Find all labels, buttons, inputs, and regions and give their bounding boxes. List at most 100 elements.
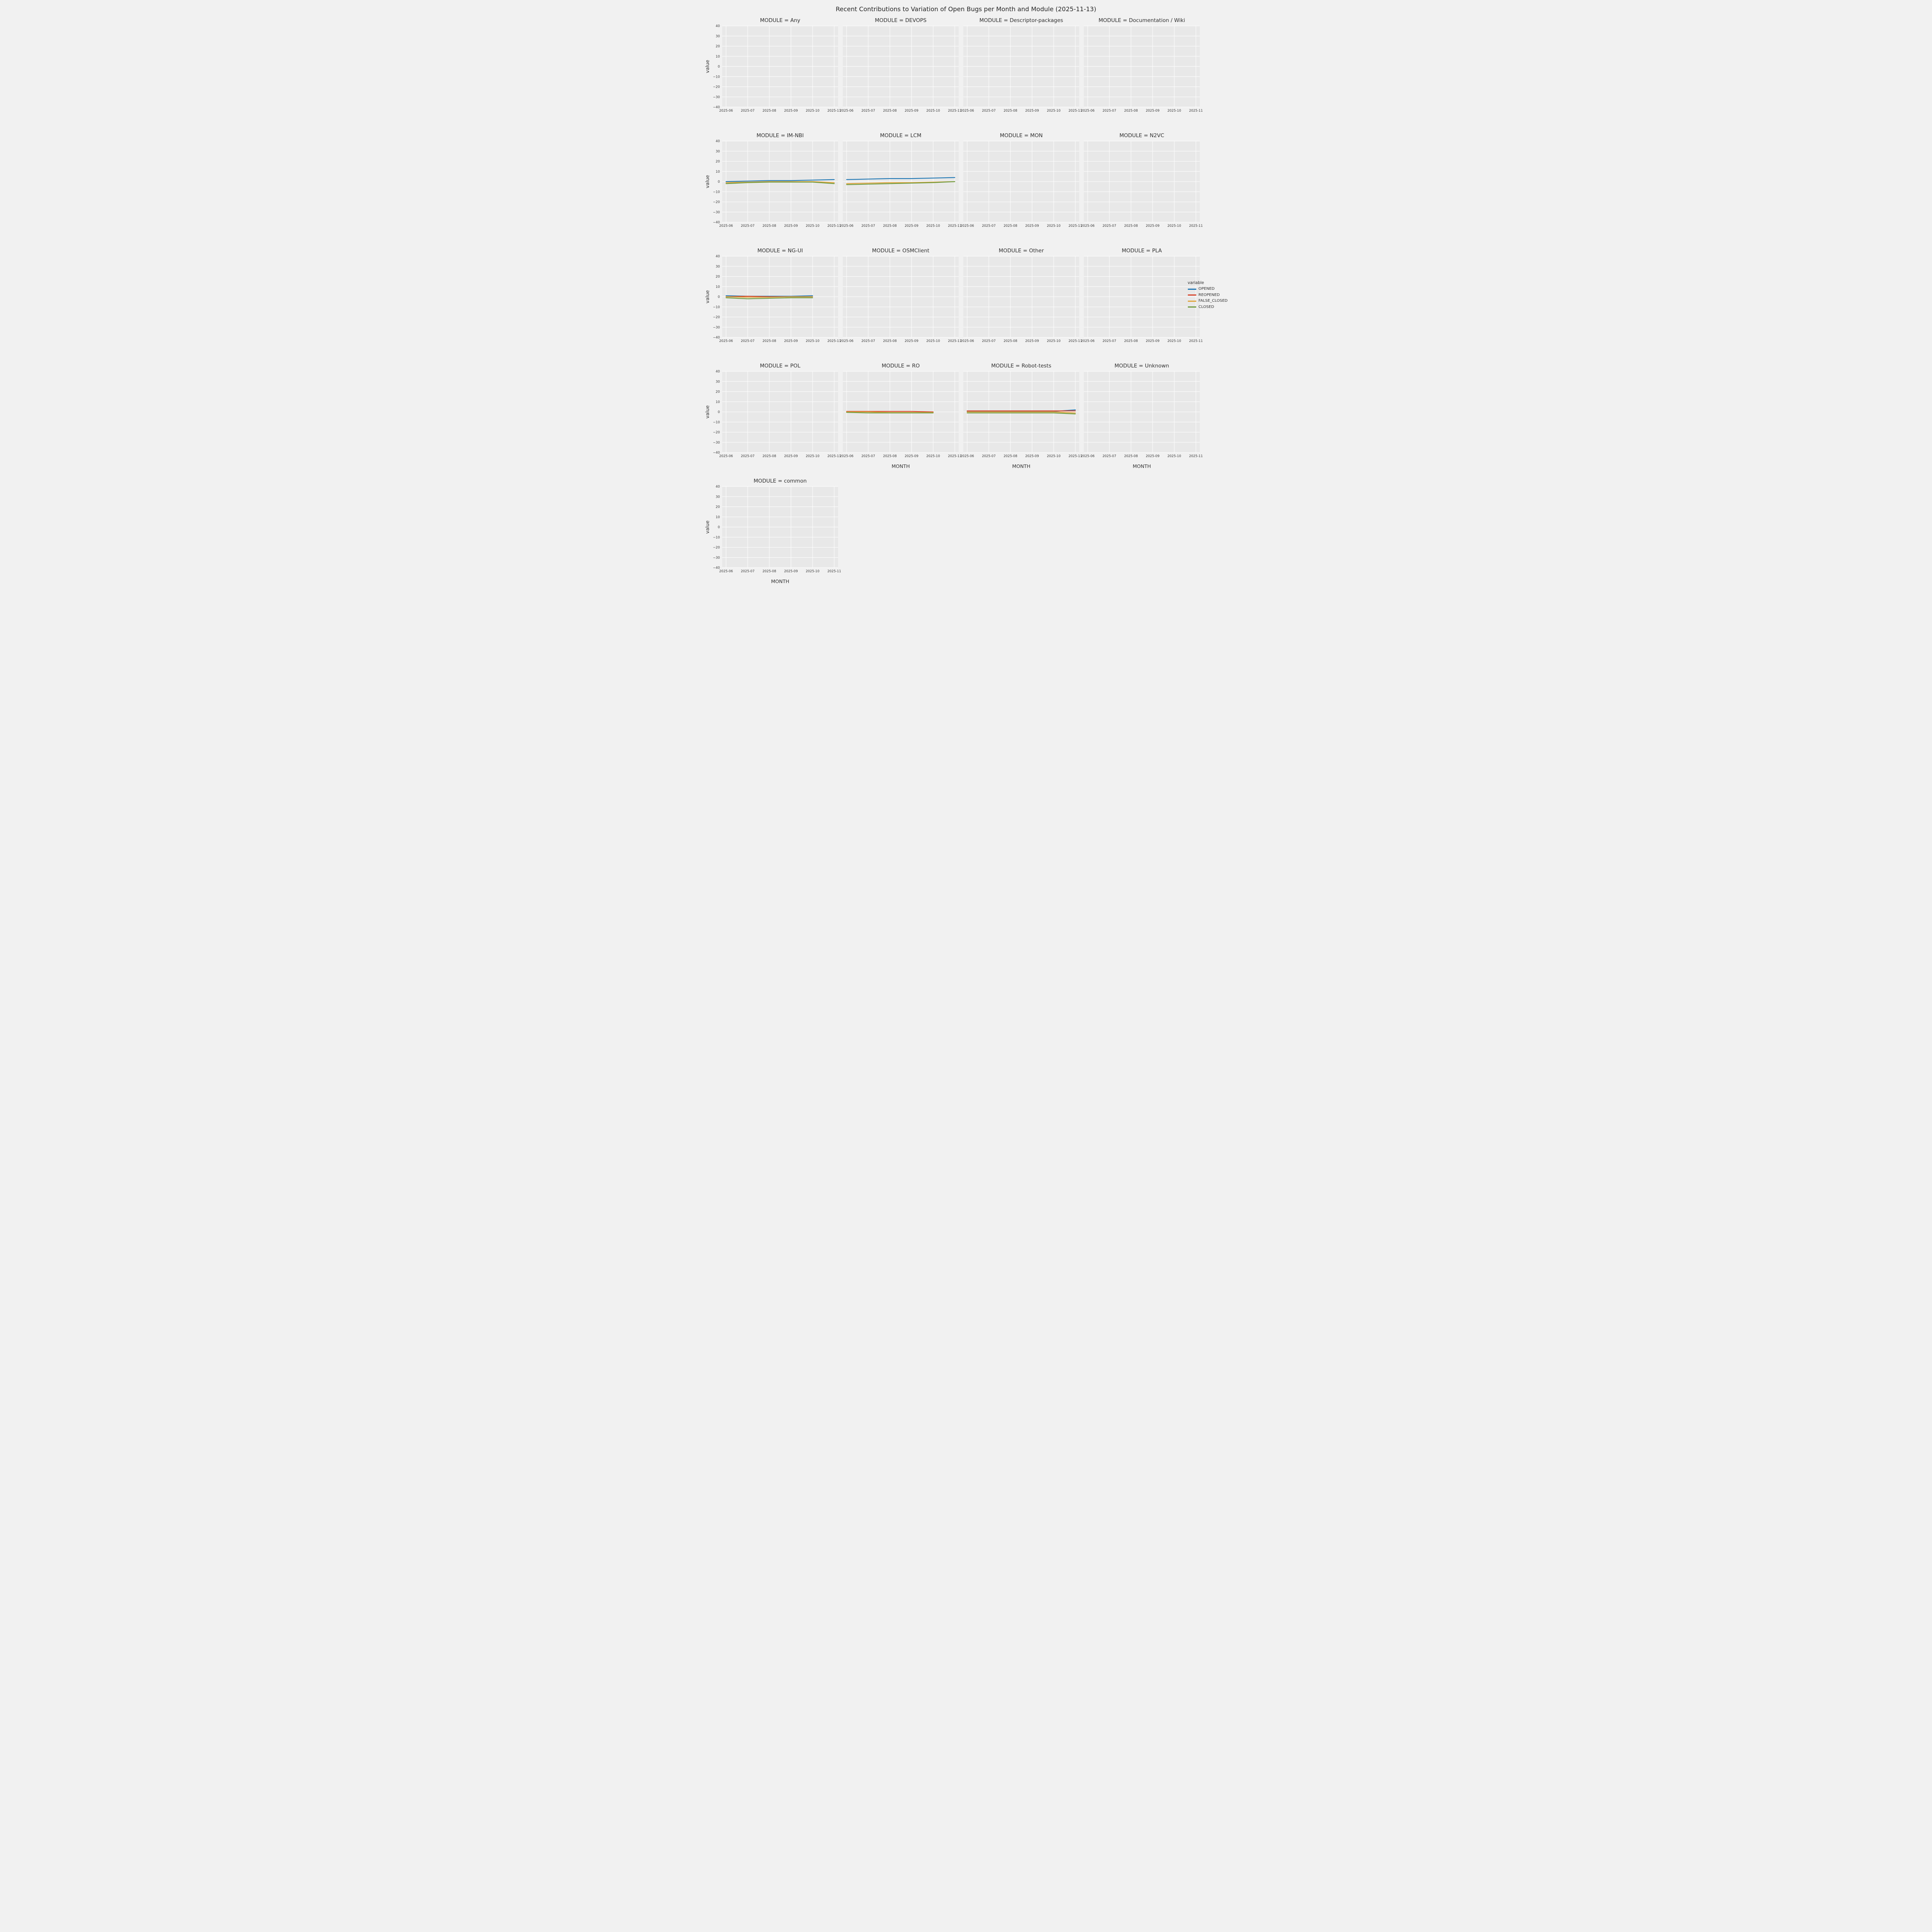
y-tick-label: 0 <box>718 295 720 299</box>
x-tick-label: 2025-06 <box>840 339 854 343</box>
x-tick-label: 2025-10 <box>1047 109 1061 113</box>
y-tick-label: −20 <box>713 431 720 435</box>
x-tick-label: 2025-10 <box>1167 224 1181 228</box>
y-tick-label: −20 <box>713 85 720 89</box>
y-tick-label: −20 <box>713 201 720 204</box>
facet-chart-NG-UI: 2025-06 2025-07 2025-08 2025-09 2025-10 2025-… <box>704 248 841 343</box>
y-tick-label: −40 <box>713 105 720 109</box>
y-tick-label: 0 <box>718 65 720 69</box>
y-tick-label: 30 <box>716 34 720 38</box>
facet-chart-DEVOPS: 2025-06 2025-07 2025-08 2025-09 2025-10 2025-… <box>840 17 962 113</box>
x-tick-label: 2025-10 <box>1047 224 1061 228</box>
legend-swatch-FALSE_CLOSED <box>1187 300 1196 302</box>
x-tick-label: 2025-08 <box>883 339 897 343</box>
legend: variable OPENED REOPENED FALSE_CLOSED CLOSED <box>1187 281 1228 311</box>
x-tick-label: 2025-06 <box>960 454 974 458</box>
y-tick-label: 10 <box>716 170 720 174</box>
facet-chart-OSMClient: 2025-06 2025-07 2025-08 2025-09 2025-10 2025-… <box>840 248 962 343</box>
x-tick-label: 2025-10 <box>806 454 820 458</box>
y-tick-label: 20 <box>716 505 720 509</box>
y-tick-label: −10 <box>713 536 720 539</box>
x-tick-label: 2025-11 <box>827 109 841 113</box>
x-tick-label: 2025-10 <box>1167 339 1181 343</box>
x-tick-label: 2025-07 <box>741 570 755 573</box>
facet-title: MODULE = N2VC <box>1119 133 1164 139</box>
x-tick-label: 2025-11 <box>827 570 841 573</box>
x-tick-label: 2025-10 <box>926 339 940 343</box>
x-tick-label: 2025-10 <box>806 570 820 573</box>
facet-title: MODULE = common <box>753 478 806 484</box>
y-tick-label: −10 <box>713 305 720 309</box>
x-tick-label: 2025-09 <box>784 454 798 458</box>
x-tick-label: 2025-07 <box>1102 109 1116 113</box>
facet-title: MODULE = Descriptor-packages <box>980 17 1063 24</box>
legend-swatch-REOPENED <box>1187 294 1196 296</box>
facet-title: MODULE = Robot-tests <box>991 363 1051 369</box>
x-tick-label: 2025-11 <box>1068 339 1082 343</box>
facet-title: MODULE = OSMClient <box>872 248 929 254</box>
y-axis-label: value <box>704 405 710 418</box>
x-axis-label: MONTH <box>891 463 910 469</box>
x-tick-label: 2025-09 <box>784 109 798 113</box>
y-tick-label: −30 <box>713 326 720 330</box>
x-tick-label: 2025-09 <box>1146 109 1160 113</box>
x-tick-label: 2025-06 <box>719 109 733 113</box>
x-tick-label: 2025-07 <box>982 339 996 343</box>
y-tick-label: 20 <box>716 45 720 49</box>
x-tick-label: 2025-08 <box>1124 339 1138 343</box>
y-tick-label: −40 <box>713 221 720 224</box>
x-tick-label: 2025-11 <box>1068 454 1082 458</box>
x-tick-label: 2025-11 <box>1189 454 1203 458</box>
facet-title: MODULE = NG-UI <box>757 248 803 254</box>
x-tick-label: 2025-08 <box>1124 454 1138 458</box>
x-tick-label: 2025-11 <box>948 224 962 228</box>
x-tick-label: 2025-11 <box>1068 109 1082 113</box>
y-tick-label: 10 <box>716 55 720 59</box>
y-tick-label: 40 <box>716 139 720 143</box>
y-tick-label: 40 <box>716 485 720 489</box>
x-tick-label: 2025-08 <box>1003 224 1017 228</box>
y-tick-label: 0 <box>718 410 720 414</box>
y-tick-label: −40 <box>713 566 720 570</box>
facet-title: MODULE = POL <box>760 363 801 369</box>
x-tick-label: 2025-07 <box>741 339 755 343</box>
facet-title: MODULE = DEVOPS <box>875 17 927 24</box>
facet-chart-Unknown: 2025-06 2025-07 2025-08 2025-09 2025-10 2025-… <box>1081 363 1203 469</box>
legend-swatch-OPENED <box>1187 288 1196 290</box>
x-tick-label: 2025-06 <box>1081 109 1095 113</box>
x-tick-label: 2025-06 <box>719 570 733 573</box>
facet-title: MODULE = RO <box>882 363 920 369</box>
facet-chart-RO: 2025-06 2025-07 2025-08 2025-09 2025-10 2025-… <box>840 363 962 469</box>
x-tick-label: 2025-11 <box>1189 224 1203 228</box>
y-tick-label: −30 <box>713 211 720 214</box>
y-tick-label: −40 <box>713 336 720 340</box>
x-tick-label: 2025-10 <box>926 224 940 228</box>
y-tick-label: 40 <box>716 255 720 259</box>
x-tick-label: 2025-09 <box>784 339 798 343</box>
x-tick-label: 2025-06 <box>840 224 854 228</box>
x-tick-label: 2025-09 <box>905 109 918 113</box>
y-tick-label: 0 <box>718 526 720 529</box>
facet-chart-Any: 2025-06 2025-07 2025-08 2025-09 2025-10 2025-… <box>704 17 841 113</box>
facet-chart-IM-NBI: 2025-06 2025-07 2025-08 2025-09 2025-10 2025-… <box>704 133 841 228</box>
facet-title: MODULE = Any <box>760 17 800 24</box>
x-tick-label: 2025-11 <box>948 339 962 343</box>
facet-chart-Robot-tests: 2025-06 2025-07 2025-08 2025-09 2025-10 2025-… <box>960 363 1082 469</box>
y-tick-label: −30 <box>713 95 720 99</box>
x-tick-label: 2025-07 <box>861 339 875 343</box>
x-tick-label: 2025-09 <box>784 570 798 573</box>
x-tick-label: 2025-09 <box>1025 454 1039 458</box>
x-tick-label: 2025-08 <box>762 570 776 573</box>
series-line-CLOSED <box>966 412 1076 415</box>
y-tick-label: −20 <box>713 316 720 320</box>
x-tick-label: 2025-11 <box>827 339 841 343</box>
y-tick-label: −10 <box>713 190 720 194</box>
facet-chart-POL: 2025-06 2025-07 2025-08 2025-09 2025-10 2025-… <box>704 363 841 458</box>
x-tick-label: 2025-08 <box>883 454 897 458</box>
series-line-FALSE_CLOSED <box>966 411 1076 413</box>
facet-title: MODULE = IM-NBI <box>757 133 804 139</box>
x-tick-label: 2025-08 <box>762 224 776 228</box>
y-tick-label: 40 <box>716 24 720 28</box>
series-line-CLOSED <box>846 181 956 185</box>
x-tick-label: 2025-09 <box>905 224 918 228</box>
